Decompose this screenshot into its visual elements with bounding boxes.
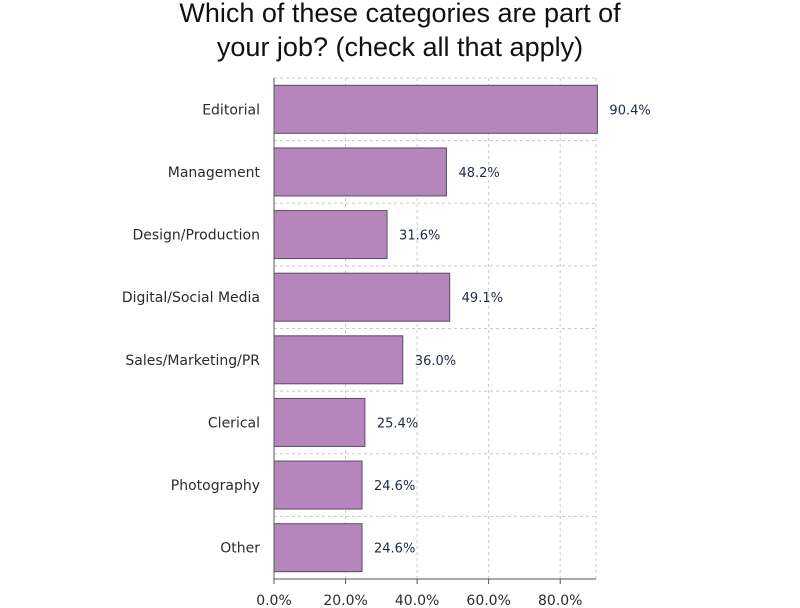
category-label: Digital/Social Media xyxy=(122,290,260,306)
x-tick-label: 40.0% xyxy=(395,593,439,608)
value-label: 24.6% xyxy=(374,542,415,557)
value-label: 36.0% xyxy=(415,354,456,369)
chart-title-line-2: your job? (check all that apply) xyxy=(216,32,584,62)
bar xyxy=(273,272,451,322)
category-label: Photography xyxy=(171,478,260,494)
chart-title: Which of these categories are part of yo… xyxy=(0,0,800,64)
category-label: Management xyxy=(168,165,261,181)
bar xyxy=(273,335,404,385)
x-tick-label: 0.0% xyxy=(256,593,292,608)
value-label: 25.4% xyxy=(377,416,418,431)
x-tick-label: 60.0% xyxy=(466,593,510,608)
bar xyxy=(273,147,447,197)
bar xyxy=(273,460,363,510)
bar xyxy=(273,210,388,260)
value-label: 49.1% xyxy=(462,291,503,306)
value-label: 48.2% xyxy=(458,166,499,181)
value-label: 31.6% xyxy=(399,229,440,244)
category-label: Editorial xyxy=(202,102,260,118)
category-label: Design/Production xyxy=(132,228,260,244)
x-tick-label: 20.0% xyxy=(323,593,367,608)
bar xyxy=(273,523,363,573)
category-label: Clerical xyxy=(208,415,260,431)
category-label: Sales/Marketing/PR xyxy=(125,353,260,369)
value-label: 90.4% xyxy=(609,103,650,118)
category-label: Other xyxy=(220,541,260,557)
bar xyxy=(273,397,366,447)
bar xyxy=(273,84,598,134)
value-label: 24.6% xyxy=(374,479,415,494)
chart-title-line-1: Which of these categories are part of xyxy=(179,0,621,28)
x-tick-label: 80.0% xyxy=(538,593,582,608)
